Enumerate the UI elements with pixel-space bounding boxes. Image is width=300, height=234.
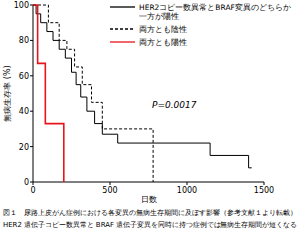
y-axis-label: 無病生存率 (%) bbox=[3, 65, 12, 121]
legend-line: 両方とも陽性 bbox=[139, 38, 187, 47]
y-tick bbox=[30, 146, 33, 147]
y-axis bbox=[33, 5, 34, 182]
x-tick-label: 0 bbox=[30, 186, 35, 195]
x-tick-label: 500 bbox=[102, 186, 117, 195]
legend-swatch bbox=[110, 28, 135, 29]
y-tick-label: 60 bbox=[19, 72, 29, 81]
y-tick-label: 40 bbox=[19, 107, 29, 116]
x-tick bbox=[187, 182, 188, 185]
legend-line: 両方とも陰性 bbox=[139, 25, 187, 34]
legend-swatch bbox=[110, 6, 135, 7]
legend-label: 両方とも陰性 bbox=[139, 25, 187, 34]
survival-curve bbox=[33, 5, 153, 182]
x-axis-label: 日数 bbox=[141, 195, 157, 204]
plot-area bbox=[33, 5, 252, 182]
caption: HER2 遺伝子コピー数異常と BRAF 遺伝子変異を同時に持つ症例では無病生存… bbox=[3, 221, 297, 229]
caption: 図１ 尿路上皮がん症例における各変異の無病生存期間に及ぼす影響（参考文献１より転… bbox=[3, 209, 297, 217]
x-tick bbox=[264, 182, 265, 185]
survival-curve bbox=[33, 5, 64, 182]
y-tick bbox=[30, 111, 33, 112]
y-tick-label: 20 bbox=[19, 143, 29, 152]
y-tick bbox=[30, 40, 33, 41]
y-tick-label: 100 bbox=[14, 1, 29, 10]
survival-curve bbox=[33, 5, 252, 168]
x-tick bbox=[33, 182, 34, 185]
legend-line: HER2コピー数異常とBRAF変異のどちらか bbox=[139, 3, 291, 12]
y-tick bbox=[30, 5, 33, 6]
legend-swatch bbox=[110, 41, 135, 42]
y-tick bbox=[30, 75, 33, 76]
x-axis bbox=[33, 182, 264, 183]
x-tick bbox=[110, 182, 111, 185]
legend-label: HER2コピー数異常とBRAF変異のどちらか一方が陽性 bbox=[139, 3, 291, 21]
y-tick-label: 0 bbox=[24, 178, 29, 187]
legend-label: 両方とも陽性 bbox=[139, 38, 187, 47]
x-tick-label: 1500 bbox=[254, 186, 274, 195]
x-tick-label: 1000 bbox=[177, 186, 197, 195]
annotation: P=0.0017 bbox=[152, 100, 197, 110]
y-tick-label: 80 bbox=[19, 36, 29, 45]
legend-line: 一方が陽性 bbox=[139, 12, 179, 21]
